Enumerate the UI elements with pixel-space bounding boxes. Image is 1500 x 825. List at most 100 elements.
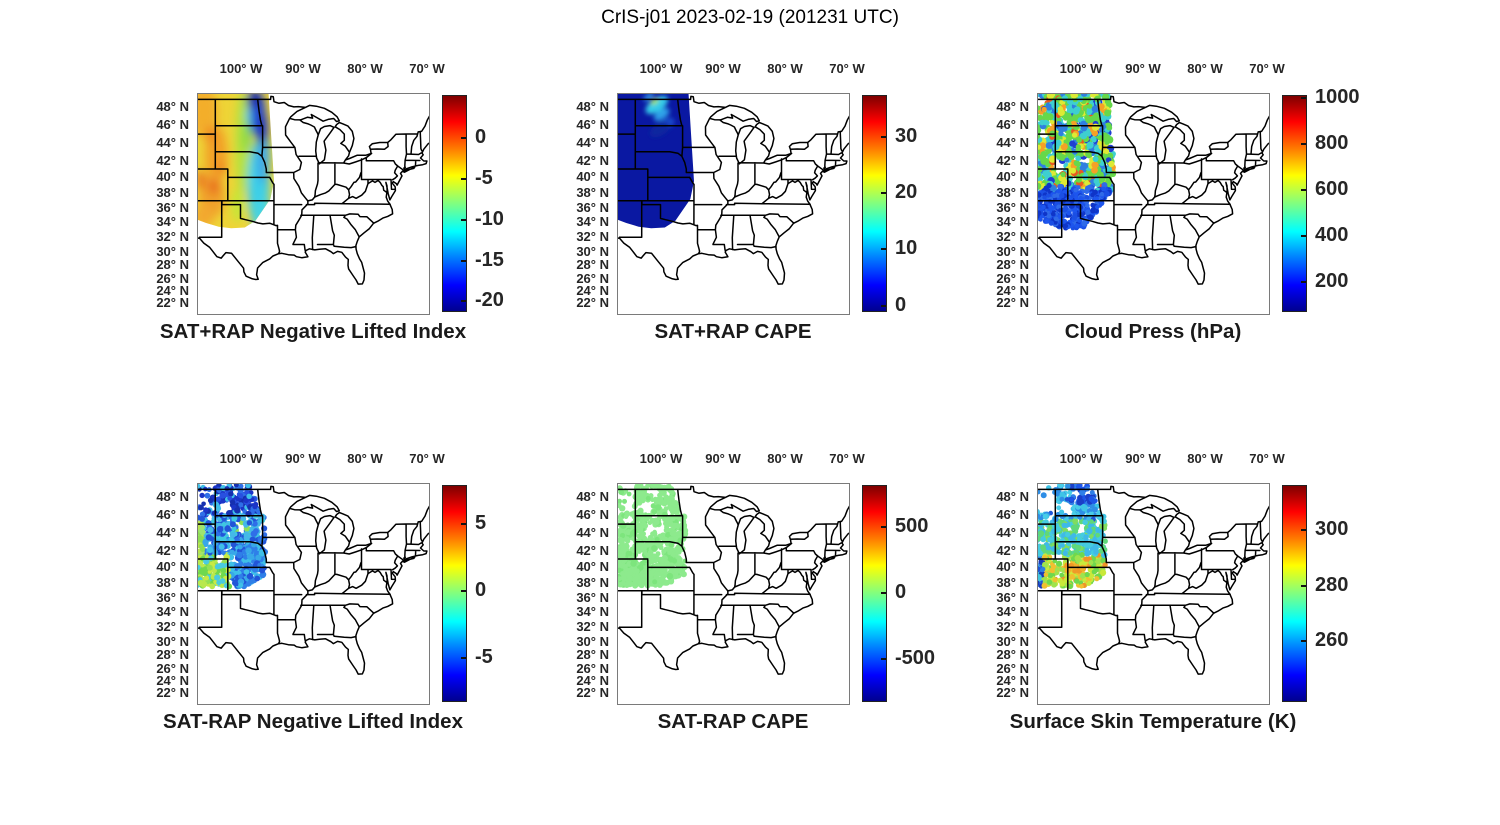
colorbar-tick-label: -5 (475, 167, 493, 189)
state-boundaries (1037, 95, 1270, 285)
lat-tick-label: 46° N (156, 117, 189, 132)
lat-tick-label: 40° N (576, 559, 609, 574)
colorbar-tick-mark (461, 219, 466, 221)
lat-tick-label: 24° N (576, 673, 609, 688)
lat-tick-label: 48° N (156, 489, 189, 504)
colorbar-tick-mark (1301, 529, 1306, 531)
colorbar (442, 95, 467, 312)
colorbar-tick-mark (461, 178, 466, 180)
lat-tick-label: 36° N (996, 590, 1029, 605)
panel-title: SAT-RAP CAPE (657, 710, 809, 733)
lat-tick-label: 34° N (996, 604, 1029, 619)
lat-tick-label: 28° N (996, 257, 1029, 272)
lat-tick-label: 42° N (576, 153, 609, 168)
lon-tick-label: 80° W (347, 451, 383, 466)
colorbar-tick-label: 0 (895, 581, 907, 603)
colorbar-tick-mark (461, 523, 466, 525)
panel-sat-plus-rap-cape: 100° W 90° W 80° W 70° W 48° N 46° N 44° N 42° … (517, 58, 953, 350)
lat-tick-label: 22° N (576, 295, 609, 310)
map-plot-area (1037, 483, 1270, 705)
colorbar-tick-label: 0 (895, 294, 907, 316)
lat-tick-label: 32° N (996, 229, 1029, 244)
colorbar-tick-label: 30 (895, 125, 918, 147)
lon-tick-label: 90° W (705, 61, 741, 76)
lat-tick-label: 22° N (996, 295, 1029, 310)
lat-tick-label: 26° N (996, 271, 1029, 286)
state-boundaries (617, 95, 850, 285)
lat-tick-label: 44° N (156, 135, 189, 150)
lon-tick-label: 70° W (1249, 61, 1285, 76)
lon-tick-label: 100° W (219, 61, 263, 76)
map-plot-area (1037, 93, 1270, 315)
lon-tick-label: 100° W (1059, 451, 1103, 466)
lon-tick-label: 90° W (285, 451, 321, 466)
lat-tick-label: 34° N (576, 214, 609, 229)
colorbar-tick-mark (881, 305, 886, 307)
lon-tick-label: 80° W (767, 451, 803, 466)
colorbar-tick-label: 400 (1315, 224, 1349, 246)
panel-sat-minus-rap-nli: 100° W 90° W 80° W 70° W 48° N 46° N 44° N 42° … (97, 448, 533, 740)
lat-tick-label: 26° N (996, 661, 1029, 676)
lon-tick-label: 70° W (409, 61, 445, 76)
colorbar-tick-mark (1301, 281, 1306, 283)
lat-tick-label: 48° N (576, 99, 609, 114)
lat-tick-label: 32° N (156, 229, 189, 244)
colorbar-tick-label: -15 (475, 249, 504, 271)
colorbar-tick-label: 20 (895, 181, 918, 203)
map-plot-area (197, 483, 430, 705)
lat-tick-label: 22° N (996, 685, 1029, 700)
colorbar-tick-label: 500 (895, 515, 929, 537)
lat-tick-label: 36° N (576, 200, 609, 215)
colorbar-tick-label: 200 (1315, 270, 1349, 292)
lat-tick-label: 36° N (576, 590, 609, 605)
lat-tick-label: 32° N (996, 619, 1029, 634)
lat-tick-label: 30° N (996, 244, 1029, 259)
axes-box (617, 93, 850, 315)
panel-cloud-press: 100° W 90° W 80° W 70° W 48° N 46° N 44° N 42° … (937, 58, 1373, 350)
lon-tick-label: 80° W (1187, 61, 1223, 76)
panel-surface-skin-temp: 100° W 90° W 80° W 70° W 48° N 46° N 44° N 42° … (937, 448, 1373, 740)
colorbar-tick-label: 600 (1315, 178, 1349, 200)
lon-tick-label: 80° W (347, 61, 383, 76)
colorbar-tick-label: 260 (1315, 629, 1349, 651)
lat-tick-label: 38° N (156, 185, 189, 200)
colorbar-tick-label: 0 (475, 579, 487, 601)
panel-title: SAT+RAP CAPE (654, 320, 812, 343)
map-plot-area (197, 93, 430, 315)
lat-tick-label: 46° N (996, 117, 1029, 132)
state-boundaries (617, 485, 850, 675)
lat-tick-label: 24° N (996, 283, 1029, 298)
panel-title: SAT+RAP Negative Lifted Index (159, 320, 467, 343)
colorbar (862, 485, 887, 702)
colorbar-tick-label: 5 (475, 512, 487, 534)
lat-tick-label: 48° N (156, 99, 189, 114)
colorbar-tick-mark (461, 300, 466, 302)
lon-tick-label: 100° W (639, 61, 683, 76)
colorbar-tick-label: -5 (475, 646, 493, 668)
colorbar-tick-mark (1301, 189, 1306, 191)
colorbar-tick-label: -500 (895, 647, 936, 669)
lat-tick-label: 32° N (156, 619, 189, 634)
lat-tick-label: 24° N (156, 673, 189, 688)
lat-tick-label: 28° N (996, 647, 1029, 662)
lat-tick-label: 30° N (996, 634, 1029, 649)
colorbar (442, 485, 467, 702)
lon-tick-label: 90° W (1125, 451, 1161, 466)
colorbar-tick-mark (881, 136, 886, 138)
lon-tick-label: 80° W (767, 61, 803, 76)
state-boundaries (1037, 485, 1270, 675)
colorbar-tick-label: -10 (475, 208, 504, 230)
lat-tick-label: 40° N (996, 169, 1029, 184)
lon-tick-label: 90° W (705, 451, 741, 466)
lat-tick-label: 32° N (576, 229, 609, 244)
colorbar-tick-mark (1301, 235, 1306, 237)
lat-tick-label: 36° N (996, 200, 1029, 215)
map-plot-area (617, 93, 850, 315)
lat-tick-label: 46° N (576, 507, 609, 522)
colorbar-tick-mark (881, 526, 886, 528)
lon-tick-label: 70° W (409, 451, 445, 466)
panel-sat-plus-rap-nli: 100° W 90° W 80° W 70° W 48° N 46° N 44° N 42° … (97, 58, 533, 350)
lat-tick-label: 38° N (576, 185, 609, 200)
colorbar-tick-mark (1301, 143, 1306, 145)
colorbar-tick-mark (881, 248, 886, 250)
